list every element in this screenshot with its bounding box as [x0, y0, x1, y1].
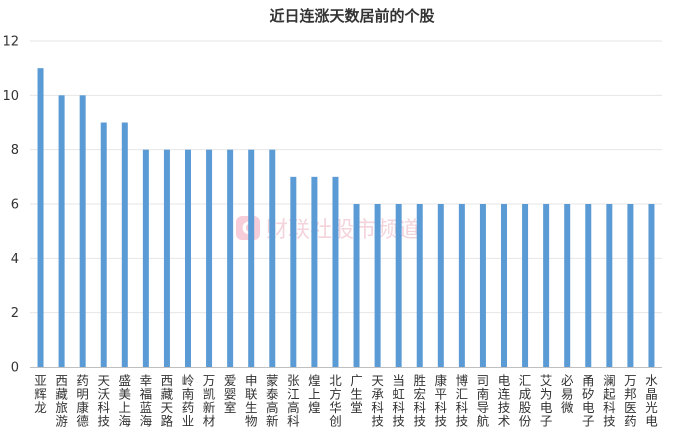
chart-title: 近日连涨天数居前的个股 [269, 7, 435, 25]
bar [248, 149, 255, 367]
gridlines [30, 40, 662, 314]
x-category-label: 水晶光电 [645, 373, 658, 429]
x-category-label: 蒙泰高新 [266, 373, 279, 429]
bar [522, 204, 529, 367]
bar [269, 149, 276, 367]
bar [185, 149, 191, 367]
y-axis-ticks: 0 2 4 6 8 10 12 [2, 35, 19, 376]
bar [648, 204, 655, 367]
bar [142, 149, 149, 367]
bar [227, 149, 234, 367]
x-category-label: 广生堂 [350, 373, 363, 415]
y-tick-label: 4 [11, 252, 19, 267]
bar [501, 204, 507, 367]
x-category-label: 北方华创 [329, 373, 342, 429]
y-tick-label: 2 [11, 306, 19, 321]
y-tick-label: 12 [2, 35, 19, 50]
x-category-label: 必易微 [561, 373, 574, 415]
bar [58, 95, 65, 367]
x-category-label: 煌上煌 [308, 373, 321, 415]
bar [163, 149, 170, 367]
x-category-label: 药明康德 [76, 373, 89, 429]
y-tick-label: 10 [2, 89, 19, 104]
x-category-label: 甬矽电子 [582, 373, 595, 429]
x-category-label: 万凯新材 [203, 373, 216, 429]
x-category-label: 当虹科技 [392, 373, 405, 429]
x-category-label: 西藏天路 [161, 373, 174, 429]
bar [374, 204, 381, 367]
bar [479, 204, 486, 367]
bar [311, 176, 318, 367]
bar [458, 204, 465, 367]
x-category-label: 胜宏科技 [413, 373, 426, 429]
bar [543, 204, 550, 367]
bar [206, 149, 213, 367]
x-category-label: 爱婴室 [224, 373, 237, 415]
bar [627, 204, 634, 367]
x-category-label: 幸福蓝海 [140, 373, 153, 429]
watermark: C 财联社股市频道 [236, 216, 420, 243]
x-category-label: 司南导航 [477, 373, 490, 429]
bar [121, 122, 128, 367]
x-category-label: 澜起科技 [603, 373, 616, 429]
x-category-label: 万邦医药 [624, 373, 637, 429]
y-tick-label: 6 [11, 198, 19, 213]
bar [100, 122, 107, 367]
x-category-label: 天沃科技 [97, 373, 110, 429]
bar [353, 204, 360, 367]
x-category-label: 康平科技 [435, 373, 448, 429]
x-category-label: 亚辉龙 [34, 373, 47, 415]
bars [37, 68, 655, 368]
bar [437, 204, 444, 367]
x-axis-categories: 亚辉龙西藏旅游药明康德天沃科技盛美上海幸福蓝海西藏天路岭南药业万凯新材爱婴室申联… [34, 373, 658, 429]
x-category-label: 汇成股份 [519, 373, 532, 429]
x-category-label: 申联生物 [245, 373, 258, 429]
bar [37, 68, 44, 368]
bar [585, 204, 592, 367]
bar [416, 204, 423, 367]
x-category-label: 艾为电子 [540, 373, 553, 429]
y-tick-label: 8 [11, 143, 19, 158]
x-category-label: 博汇科技 [456, 373, 469, 429]
x-category-label: 天承科技 [371, 373, 384, 429]
bar [290, 176, 297, 367]
bar [79, 95, 86, 367]
x-category-label: 张江高科 [287, 373, 300, 429]
bar [395, 204, 402, 367]
x-category-label: 盛美上海 [119, 373, 132, 429]
x-category-label: 岭南药业 [182, 373, 195, 429]
y-tick-label: 0 [11, 361, 19, 376]
x-category-label: 电连技术 [498, 373, 511, 429]
x-category-label: 西藏旅游 [55, 373, 68, 429]
bar [332, 176, 339, 367]
bar [564, 204, 571, 367]
bar [606, 204, 613, 367]
